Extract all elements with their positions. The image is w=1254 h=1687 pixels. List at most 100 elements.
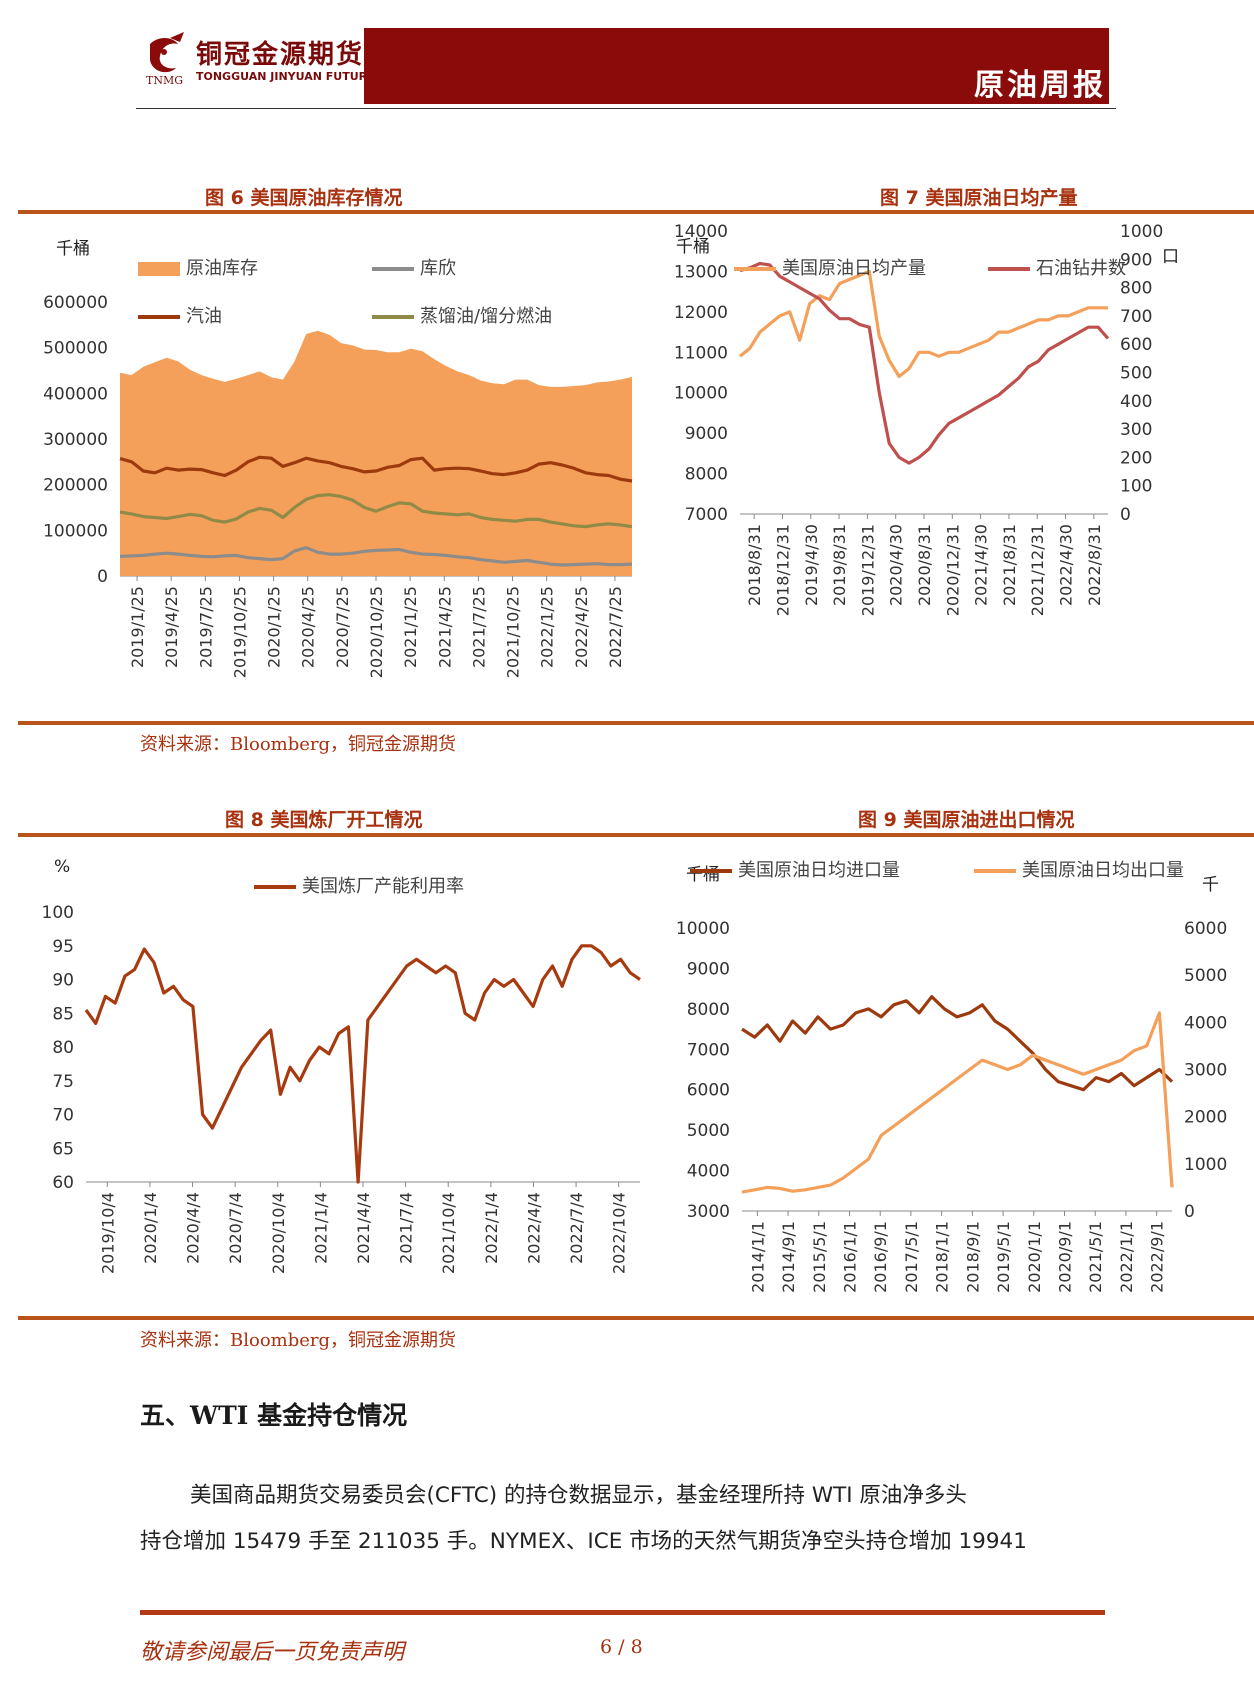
fig6-y-tick-label: 600000: [43, 293, 108, 313]
fig7-x-tick-label: 2019/8/31: [830, 524, 849, 606]
paragraph-line-2: 持仓增加 15479 手至 211035 手。NYMEX、ICE 市场的天然气期…: [140, 1529, 1027, 1554]
fig9-y2-tick-label: 6000: [1184, 919, 1227, 939]
fig7-y-tick-label: 13000: [674, 262, 728, 282]
fig6-series-area-0: [120, 330, 632, 576]
fig9-y-tick-label: 9000: [687, 959, 730, 979]
fig8-legend-label: 美国炼厂产能利用率: [302, 876, 464, 897]
fig7-chart: 千桶 口7000800090001000011000120001300014000…: [674, 222, 1179, 616]
paragraph-line-1: 美国商品期货交易委员会(CFTC) 的持仓数据显示，基金经理所持 WTI 原油净…: [190, 1483, 967, 1508]
fig7-y-tick-label: 9000: [685, 424, 728, 444]
fig7-series-line-0: [738, 269, 1108, 379]
fig8-x-tick-label: 2022/10/4: [610, 1192, 629, 1274]
fig7-y-axis-label: 千桶: [676, 237, 710, 257]
fig6-x-tick-label: 2020/4/25: [299, 586, 318, 668]
page-number: 6 / 8: [600, 1636, 643, 1658]
fig7-y-tick-label: 10000: [674, 384, 728, 404]
fig9-y-tick-label: 8000: [687, 1000, 730, 1020]
fig9-y-tick-label: 7000: [687, 1040, 730, 1060]
fig6-y-axis-label: 千桶: [56, 239, 90, 259]
fig6-x-tick-label: 2021/7/25: [469, 586, 488, 668]
fig7-y2-tick-label: 200: [1120, 448, 1152, 468]
fig7-legend-label: 石油钻井数: [1036, 258, 1126, 279]
report-title: 原油周报: [974, 68, 1106, 103]
fig7-x-tick-label: 2019/4/30: [802, 524, 821, 606]
header-band: [364, 28, 1109, 104]
fig6-title: 图 6 美国原油库存情况: [205, 187, 403, 209]
fig7-y-tick-label: 8000: [685, 465, 728, 485]
fig7-x-tick-label: 2022/8/31: [1085, 524, 1104, 606]
fig7-y2-tick-label: 300: [1120, 420, 1152, 440]
fig8-y-tick-label: 60: [52, 1173, 74, 1193]
fig8-x-tick-label: 2020/10/4: [269, 1192, 288, 1274]
fig9-y-tick-label: 10000: [676, 919, 730, 939]
fig7-x-tick-label: 2020/4/30: [887, 524, 906, 606]
fig8-x-tick-label: 2022/4/4: [524, 1192, 543, 1264]
fig8-x-tick-label: 2022/1/4: [482, 1192, 501, 1264]
fig7-x-tick-label: 2019/12/31: [858, 524, 877, 616]
fig9-y2-tick-label: 0: [1184, 1202, 1195, 1222]
fig9-y2-tick-label: 3000: [1184, 1061, 1227, 1081]
fig6-x-tick-label: 2019/1/25: [128, 586, 147, 668]
fig7-y-tick-label: 14000: [674, 222, 728, 242]
fig6-x-tick-label: 2021/4/25: [435, 586, 454, 668]
fig6-y-tick-label: 0: [97, 567, 108, 587]
fig7-x-tick-label: 2018/12/31: [773, 524, 792, 616]
fig9-title: 图 9 美国原油进出口情况: [858, 809, 1075, 831]
fig8-y-tick-label: 95: [52, 937, 74, 957]
fig6-series-line-2: [119, 455, 633, 483]
fig7-x-tick-label: 2021/4/30: [972, 524, 991, 606]
fig9-x-tick-label: 2020/1/1: [1025, 1221, 1044, 1293]
fig7-y2-tick-label: 0: [1120, 505, 1131, 525]
fig9-y-tick-label: 3000: [687, 1202, 730, 1222]
fig8-y-axis-label: %: [54, 857, 70, 877]
fig9-legend-label: 美国原油日均进口量: [738, 860, 900, 881]
disclaimer-note: 敬请参阅最后一页免责声明: [140, 1640, 405, 1665]
fig6-legend-label: 库欣: [420, 258, 456, 279]
fig6-x-tick-label: 2022/1/25: [538, 586, 557, 668]
fig7-x-tick-label: 2022/4/30: [1057, 524, 1076, 606]
fig9-y2-tick-label: 5000: [1184, 966, 1227, 986]
fig-row2-bottom-rule: [18, 1316, 1254, 1320]
fig9-x-tick-label: 2016/9/1: [871, 1221, 890, 1293]
source-note-2: 资料来源：Bloomberg，铜冠金源期货: [140, 1330, 457, 1351]
fig8-chart: % 60 65 70 75 80 85 90 95 100 2019/10/4 2020/1/4 202…: [42, 857, 641, 1274]
fig9-y2-tick-label: 4000: [1184, 1013, 1227, 1033]
fig8-y-tick-label: 80: [52, 1038, 74, 1058]
fig6-x-tick-label: 2021/10/25: [504, 586, 523, 678]
fig9-x-tick-label: 2015/5/1: [810, 1221, 829, 1293]
fig8-y-tick-label: 70: [52, 1106, 74, 1126]
fig7-y-tick-label: 12000: [674, 303, 728, 323]
fig9-x-tick-label: 2014/9/1: [779, 1221, 798, 1293]
fig8-title: 图 8 美国炼厂开工情况: [225, 809, 423, 831]
fig6-x-tick-label: 2019/4/25: [162, 586, 181, 668]
fig7-y2-tick-label: 900: [1120, 250, 1152, 270]
fig7-y2-tick-label: 500: [1120, 364, 1152, 384]
fig6-y-tick-label: 500000: [43, 339, 108, 359]
fig9-y2-tick-label: 1000: [1184, 1155, 1227, 1175]
fig9-y2-axis-label: 千: [1202, 875, 1219, 895]
fig-row2-top-rule: [18, 833, 1254, 837]
fig6-y-tick-label: 100000: [43, 521, 108, 541]
fig6-y-tick-label: 200000: [43, 476, 108, 496]
fig7-x-tick-label: 2020/12/31: [943, 524, 962, 616]
fig9-x-tick-label: 2019/5/1: [994, 1221, 1013, 1293]
fig9-series-line-0: [741, 995, 1174, 1092]
fig8-x-tick-label: 2020/7/4: [226, 1192, 245, 1264]
company-name-cn: 铜冠金源期货: [196, 40, 365, 70]
fig6-x-tick-label: 2022/7/25: [606, 586, 625, 668]
fig7-y2-tick-label: 1000: [1120, 222, 1163, 242]
fig6-y-tick-label: 300000: [43, 430, 108, 450]
fig6-series-line-3: [119, 493, 633, 529]
fig9-series-line-1: [741, 1011, 1174, 1194]
fig6-x-tick-label: 2020/7/25: [333, 586, 352, 668]
fig8-y-tick-label: 65: [52, 1139, 74, 1159]
fig8-y-tick-label: 85: [52, 1004, 74, 1024]
fig9-chart: 千桶 千 3000 4000 5000 6000 7000 8000 9000 10000 0 100…: [676, 860, 1227, 1293]
fig9-x-tick-label: 2016/1/1: [841, 1221, 860, 1293]
fig7-title: 图 7 美国原油日均产量: [880, 187, 1078, 209]
fig-row1-bottom-rule: [18, 721, 1254, 725]
fig9-x-tick-label: 2018/1/1: [933, 1221, 952, 1293]
fig7-y2-tick-label: 600: [1120, 335, 1152, 355]
fig7-x-tick-label: 2021/8/31: [1000, 524, 1019, 606]
fig9-x-tick-label: 2021/5/1: [1086, 1221, 1105, 1293]
